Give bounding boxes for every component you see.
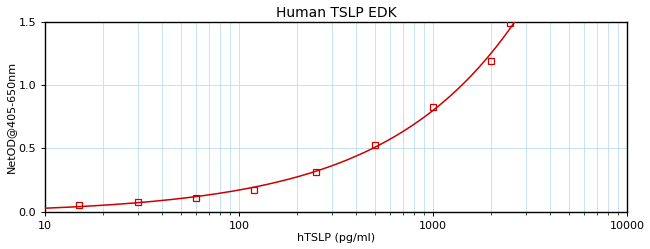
Title: Human TSLP EDK: Human TSLP EDK [276,5,396,20]
X-axis label: hTSLP (pg/ml): hTSLP (pg/ml) [297,234,375,244]
Y-axis label: NetOD@405-650nm: NetOD@405-650nm [6,61,16,173]
